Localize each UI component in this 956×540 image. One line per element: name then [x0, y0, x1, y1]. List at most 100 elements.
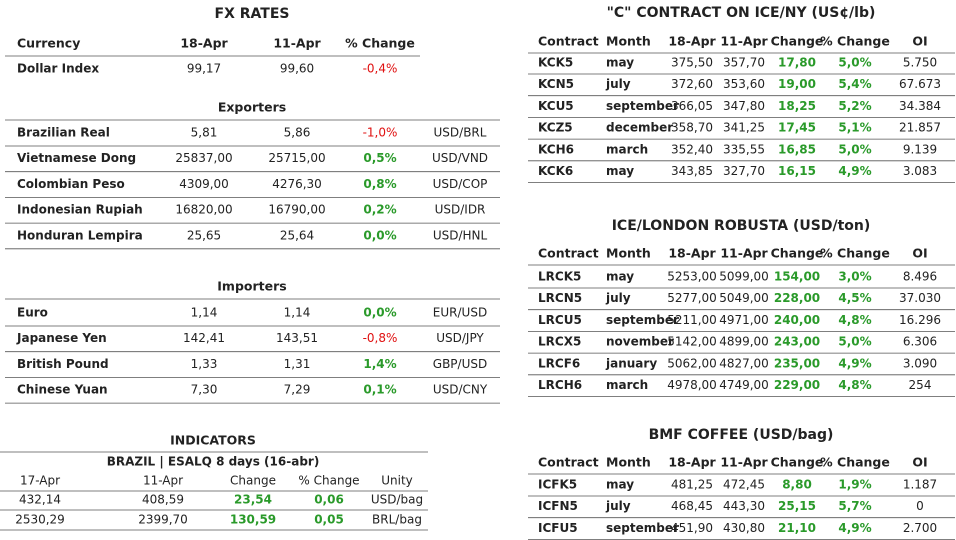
cell: 7,30 [191, 383, 218, 397]
cell: Chinese Yuan [17, 383, 108, 397]
section-title: Exporters [218, 100, 286, 115]
cell: USD/VND [432, 151, 488, 165]
column-header: % Change [820, 34, 890, 49]
cell: 375,50 [671, 56, 713, 70]
cell: 335,55 [723, 142, 765, 156]
cell: 8.496 [903, 270, 937, 284]
cell: 8,80 [782, 478, 812, 492]
cell: 4,9% [838, 356, 871, 370]
cell: 5,86 [284, 126, 311, 140]
cell: USD/IDR [435, 203, 486, 217]
cell: 5,7% [838, 499, 871, 513]
cell: july [605, 291, 631, 305]
section-title: BMF COFFEE (USD/bag) [649, 427, 834, 443]
cell: 6.306 [903, 335, 937, 349]
section-title: Importers [217, 279, 286, 294]
cell: EUR/USD [433, 306, 487, 320]
cell: 4309,00 [179, 177, 229, 191]
cell: 67.673 [899, 77, 941, 91]
section-title: "C" CONTRACT ON ICE/NY (US¢/lb) [607, 5, 876, 21]
cell: 0,0% [363, 306, 396, 320]
cell: KCH6 [538, 142, 574, 156]
cell: 1,33 [191, 357, 218, 371]
cell: 21,10 [778, 521, 816, 535]
column-header: % Change [820, 455, 890, 470]
cell: LRCH6 [538, 378, 582, 392]
cell: 358,70 [671, 121, 713, 135]
section-title: INDICATORS [170, 433, 256, 448]
cell: 4276,30 [272, 177, 322, 191]
column-header: 11-Apr [720, 34, 768, 49]
cell: LRCN5 [538, 291, 582, 305]
cell: BRL/bag [372, 513, 422, 527]
cell: 366,05 [671, 99, 713, 113]
cell: LRCK5 [538, 270, 581, 284]
cell: 347,80 [723, 99, 765, 113]
column-header: Month [606, 34, 651, 49]
cell: 5211,00 [667, 313, 717, 327]
cell: ICFK5 [538, 478, 577, 492]
cell: january [605, 356, 657, 370]
cell: USD/JPY [436, 331, 484, 345]
cell: 0,0% [363, 228, 396, 242]
column-header: Change [771, 455, 824, 470]
column-header: OI [912, 34, 927, 49]
cell: march [606, 378, 648, 392]
column-header: Contract [538, 246, 599, 261]
cell: Indonesian Rupiah [17, 203, 143, 217]
cell: 5,0% [838, 335, 871, 349]
cell: 17,45 [778, 121, 816, 135]
cell: 5,4% [838, 77, 871, 91]
cell: july [605, 499, 631, 513]
cell: 353,60 [723, 77, 765, 91]
cell: 1,14 [191, 306, 218, 320]
cell: 4,9% [838, 521, 871, 535]
cell: may [606, 164, 634, 178]
cell: 16.296 [899, 313, 941, 327]
cell: USD/bag [371, 493, 423, 507]
cell: 142,41 [183, 331, 225, 345]
cell: 5253,00 [667, 270, 717, 284]
cell: Colombian Peso [17, 177, 125, 191]
column-header: 18-Apr [668, 455, 716, 470]
cell: 481,25 [671, 478, 713, 492]
cell: 372,60 [671, 77, 713, 91]
cell: LRCF6 [538, 356, 580, 370]
cell: 17,80 [778, 56, 816, 70]
cell: 5062,00 [667, 356, 717, 370]
cell: KCZ5 [538, 121, 573, 135]
column-header: Month [606, 246, 651, 261]
column-header: OI [912, 246, 927, 261]
cell: 5,1% [838, 121, 871, 135]
cell: -0,4% [363, 62, 398, 76]
cell: 4,9% [838, 164, 871, 178]
cell: december [606, 121, 673, 135]
cell: Dollar Index [17, 62, 99, 76]
cell: 0 [916, 499, 924, 513]
cell: LRCX5 [538, 335, 581, 349]
cell: 25837,00 [175, 151, 232, 165]
column-header: Change [771, 246, 824, 261]
cell: 0,2% [363, 203, 396, 217]
cell: 228,00 [774, 291, 820, 305]
cell: 7,29 [284, 383, 311, 397]
column-header: % Change [820, 246, 890, 261]
column-header: 11-Apr [273, 36, 321, 51]
cell: 25,65 [187, 228, 221, 242]
cell: Japanese Yen [16, 331, 107, 345]
cell: KCU5 [538, 99, 574, 113]
cell: 9.139 [903, 142, 937, 156]
cell: 0,5% [363, 151, 396, 165]
cell: 5099,00 [719, 270, 769, 284]
cell: 451,90 [671, 521, 713, 535]
cell: 4,5% [838, 291, 871, 305]
cell: 4,8% [838, 313, 871, 327]
column-header: Contract [538, 34, 599, 49]
cell: 357,70 [723, 56, 765, 70]
column-header: 11-Apr [143, 474, 183, 488]
cell: march [606, 142, 648, 156]
cell: 432,14 [19, 493, 61, 507]
cell: -0,8% [363, 331, 398, 345]
cell: 25,64 [280, 228, 314, 242]
cell: 21.857 [899, 121, 941, 135]
